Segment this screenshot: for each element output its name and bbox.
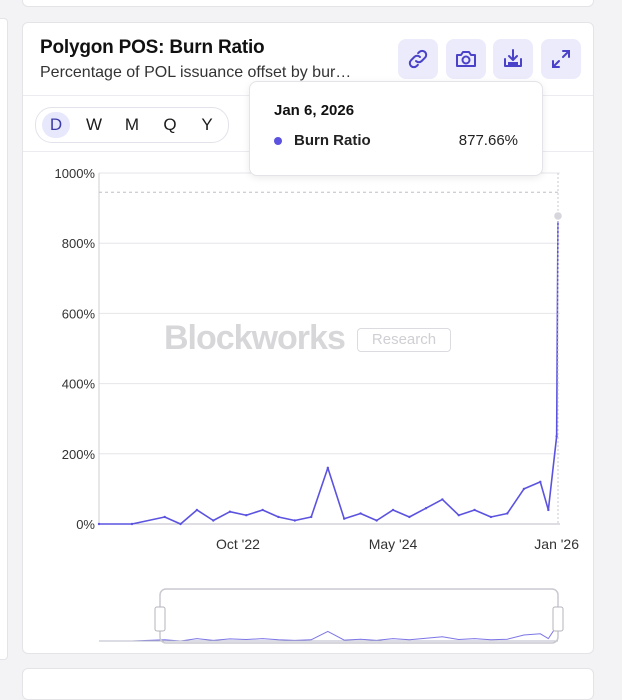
period-w[interactable]: W: [85, 115, 103, 134]
watermark-badge: Research: [357, 328, 451, 352]
camera-icon: [456, 51, 476, 67]
navigator-window: [159, 588, 559, 644]
adjacent-card: [0, 18, 8, 660]
link-icon: [408, 49, 428, 69]
x-tick-label: May '24: [369, 536, 418, 552]
period-y[interactable]: Y: [201, 115, 213, 134]
data-point: [163, 515, 166, 519]
watermark-logo: Blockworks: [164, 319, 346, 357]
data-point: [539, 480, 542, 484]
tooltip-series-name: Burn Ratio: [294, 132, 371, 149]
data-point: [212, 519, 215, 522]
next-card: [22, 668, 594, 700]
download-button[interactable]: [493, 39, 533, 79]
screenshot-button[interactable]: [446, 39, 486, 79]
navigator-handle-left: [154, 606, 166, 632]
previous-card: [22, 0, 594, 7]
data-point: [441, 498, 444, 501]
data-point: [555, 435, 558, 438]
data-point: [228, 510, 232, 513]
y-tick-label: 600%: [62, 306, 96, 321]
navigator-handle-right: [552, 606, 564, 632]
y-tick-label: 1000%: [55, 166, 96, 181]
chart-subtitle: Percentage of POL issuance offset by bur…: [40, 64, 352, 81]
data-point: [359, 512, 362, 515]
data-point: [391, 508, 395, 512]
tooltip: Jan 6, 2026 Burn Ratio 877.66%: [249, 81, 543, 176]
series-dot-icon: [274, 137, 282, 145]
y-tick-label: 400%: [62, 377, 96, 392]
x-tick-label: Oct '22: [216, 536, 260, 552]
data-point: [97, 522, 101, 526]
data-point: [326, 466, 330, 470]
y-tick-label: 200%: [62, 447, 96, 462]
data-point: [424, 507, 428, 510]
x-tick-label: Jan '26: [534, 536, 579, 552]
expand-button[interactable]: [541, 39, 581, 79]
data-point: [342, 517, 346, 520]
data-point: [179, 522, 182, 526]
period-selector: D W M Q Y: [35, 107, 229, 143]
chart-title: Polygon POS: Burn Ratio: [40, 37, 265, 58]
y-tick-label: 0%: [76, 517, 95, 532]
data-point: [547, 508, 550, 512]
data-point: [473, 508, 476, 512]
series-line: [99, 215, 559, 525]
data-point: [195, 508, 199, 512]
data-point: [293, 519, 297, 522]
expand-icon: [552, 50, 570, 68]
chart-card: Polygon POS: Burn Ratio Percentage of PO…: [22, 22, 594, 654]
data-point: [277, 515, 280, 519]
download-icon: [504, 49, 522, 67]
data-point: [489, 515, 493, 519]
data-point: [130, 522, 134, 526]
data-point: [408, 515, 411, 519]
data-point: [245, 514, 248, 517]
period-q[interactable]: Q: [163, 115, 177, 134]
data-point: [309, 515, 313, 519]
navigator-series: [99, 616, 559, 642]
data-point: [261, 508, 264, 512]
y-tick-label: 800%: [62, 236, 96, 251]
tooltip-value: 877.66%: [458, 132, 518, 149]
period-d[interactable]: D: [42, 112, 70, 138]
tooltip-date: Jan 6, 2026: [274, 102, 355, 119]
data-point: [375, 519, 378, 522]
data-point: [522, 487, 526, 491]
period-m[interactable]: M: [124, 115, 140, 134]
data-point: [506, 512, 509, 515]
hover-marker: [552, 210, 564, 222]
copy-link-button[interactable]: [398, 39, 438, 79]
data-point: [457, 514, 460, 517]
